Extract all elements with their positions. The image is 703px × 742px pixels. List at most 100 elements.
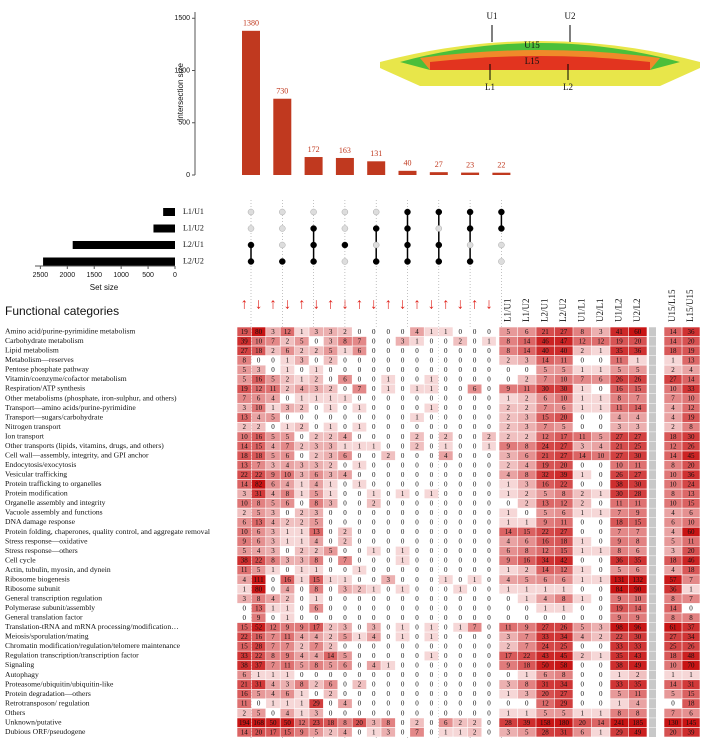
cell-value: 6 — [544, 671, 548, 679]
cell-value: 2 — [507, 643, 511, 651]
heat-cell — [610, 603, 629, 613]
cell-value: 1 — [358, 566, 362, 574]
heat-cell — [573, 489, 592, 499]
heat-cell — [352, 498, 367, 508]
cell-value: 1 — [372, 728, 376, 736]
cell-value: 0 — [487, 461, 491, 469]
heat-cell — [352, 556, 367, 566]
cell-value: 1 — [430, 652, 434, 660]
cell-value: 2 — [329, 433, 333, 441]
cell-value: 0 — [386, 337, 390, 345]
heat-cell — [237, 336, 252, 346]
cell-value: 2 — [415, 442, 419, 450]
heat-cell — [237, 413, 252, 423]
heat-cell — [323, 594, 338, 604]
heat-cell — [424, 355, 439, 365]
cell-value: 0 — [507, 614, 511, 622]
heat-cell — [381, 479, 396, 489]
cell-value: 70 — [688, 662, 696, 670]
heat-cell — [591, 575, 610, 585]
cell-value: 0 — [473, 585, 477, 593]
cell-value: 8 — [671, 490, 675, 498]
heat-cell — [482, 489, 496, 499]
cell-value: 18 — [327, 719, 335, 727]
heat-cell — [591, 470, 610, 480]
heat-cell — [266, 546, 280, 556]
heat-cell — [628, 508, 647, 518]
cell-value: 4 — [314, 652, 318, 660]
cell-value: 2 — [525, 404, 529, 412]
heat-cell — [395, 661, 410, 670]
heat-cell — [410, 699, 424, 709]
heat-cell — [266, 603, 280, 613]
cell-value: 6 — [562, 509, 566, 517]
cell-value: 0 — [525, 700, 529, 708]
cell-value: 0 — [473, 633, 477, 641]
cell-value: 1 — [286, 671, 290, 679]
cell-value: 0 — [415, 500, 419, 508]
heat-cell — [410, 517, 424, 527]
cell-value: 0 — [444, 500, 448, 508]
cell-value: 38 — [616, 480, 624, 488]
cell-value: 0 — [444, 461, 448, 469]
heat-cell — [682, 708, 700, 718]
cell-value: 1 — [358, 480, 362, 488]
cell-value: 1 — [271, 604, 275, 612]
heat-cell — [366, 565, 381, 575]
cell-value: 3 — [507, 633, 511, 641]
heat-cell — [424, 689, 439, 699]
heat-cell — [237, 641, 252, 651]
heat-cell — [395, 355, 410, 365]
heat-cell — [294, 546, 309, 556]
cell-value: 5 — [271, 414, 275, 422]
matrix-dot — [341, 208, 349, 216]
cell-value: 98 — [616, 623, 624, 631]
heat-cell — [381, 460, 396, 470]
cell-value: 0 — [487, 671, 491, 679]
cell-value: 6 — [525, 452, 529, 460]
heat-cell — [266, 594, 280, 604]
category-label: Other metabolisms (phosphate, iron-sulph… — [5, 393, 177, 402]
cell-value: 37 — [688, 623, 696, 631]
heat-cell — [438, 661, 453, 670]
heat-cell — [554, 613, 573, 623]
bar — [429, 172, 448, 175]
cell-value: 45 — [560, 652, 568, 660]
cell-value: 0 — [581, 681, 585, 689]
heat-cell — [309, 327, 324, 337]
heat-cell — [323, 384, 338, 394]
cell-value: 1 — [618, 671, 622, 679]
heat-cell — [366, 727, 381, 737]
cell-value: 0 — [444, 395, 448, 403]
cell-value: 16 — [255, 433, 263, 441]
cell-value: 0 — [458, 414, 462, 422]
column-header: L15/U15 — [685, 289, 695, 322]
cell-value: 0 — [599, 480, 603, 488]
heat-cell — [610, 708, 629, 718]
heat-cell — [266, 565, 280, 575]
cell-value: 0 — [487, 623, 491, 631]
heat-cell — [610, 537, 629, 547]
cell-value: 7 — [581, 376, 585, 384]
cell-value: 0 — [401, 681, 405, 689]
cell-value: 84 — [616, 585, 624, 593]
heat-cell — [536, 403, 555, 413]
cell-value: 0 — [444, 480, 448, 488]
heat-cell — [499, 355, 518, 365]
cell-value: 5 — [271, 433, 275, 441]
cell-value: 12 — [560, 566, 568, 574]
cell-value: 12 — [270, 623, 278, 631]
cell-value: 6 — [343, 662, 347, 670]
heat-cell — [294, 556, 309, 566]
cell-value: 0 — [343, 614, 347, 622]
cell-value: 2 — [343, 328, 347, 336]
cell-value: 9 — [618, 595, 622, 603]
heat-cell — [251, 355, 266, 365]
cell-value: 1 — [458, 623, 462, 631]
heat-cell — [482, 594, 496, 604]
heat-cell — [309, 451, 324, 461]
heat-cell — [610, 546, 629, 556]
cell-value: 0 — [300, 366, 304, 374]
cell-value: 35 — [634, 681, 642, 689]
